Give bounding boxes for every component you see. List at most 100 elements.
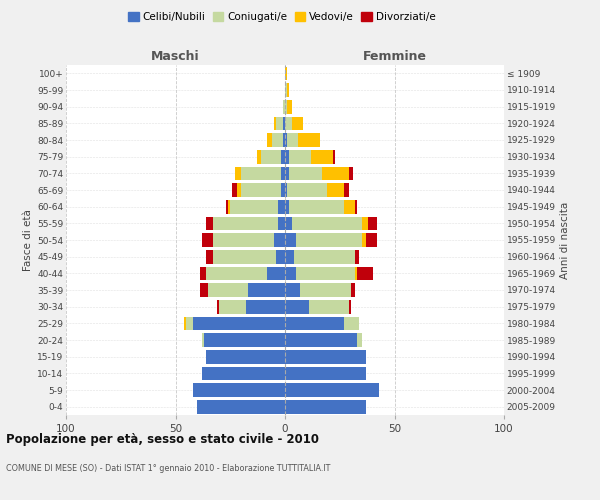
Bar xyxy=(202,233,213,247)
Bar xyxy=(289,150,311,164)
Bar xyxy=(296,266,355,280)
Bar xyxy=(268,266,285,280)
Bar xyxy=(206,250,213,264)
Bar xyxy=(285,350,366,364)
Bar xyxy=(285,266,296,280)
Bar xyxy=(285,166,289,180)
Bar xyxy=(344,316,359,330)
Bar xyxy=(287,133,298,147)
Bar xyxy=(281,150,285,164)
Bar xyxy=(283,116,285,130)
Bar xyxy=(326,183,344,197)
Bar xyxy=(285,366,366,380)
Bar xyxy=(309,300,349,314)
Bar xyxy=(344,200,355,213)
Text: Femmine: Femmine xyxy=(362,50,427,64)
Bar xyxy=(285,116,292,130)
Text: Maschi: Maschi xyxy=(151,50,200,64)
Bar xyxy=(285,283,301,297)
Bar xyxy=(268,133,272,147)
Bar xyxy=(213,216,278,230)
Bar xyxy=(283,100,285,114)
Bar xyxy=(241,166,281,180)
Bar xyxy=(278,200,285,213)
Bar xyxy=(289,166,322,180)
Bar xyxy=(366,233,377,247)
Bar xyxy=(213,233,274,247)
Bar xyxy=(193,383,285,397)
Bar xyxy=(355,250,359,264)
Bar xyxy=(368,216,377,230)
Bar xyxy=(197,400,285,413)
Bar xyxy=(206,350,285,364)
Bar xyxy=(285,333,357,347)
Bar xyxy=(278,216,285,230)
Bar xyxy=(274,116,276,130)
Bar xyxy=(285,83,287,97)
Bar xyxy=(274,233,285,247)
Bar xyxy=(200,283,208,297)
Bar xyxy=(285,133,287,147)
Bar xyxy=(241,183,281,197)
Bar xyxy=(344,183,349,197)
Bar xyxy=(351,283,355,297)
Bar xyxy=(276,116,283,130)
Bar xyxy=(357,266,373,280)
Bar xyxy=(248,283,285,297)
Bar xyxy=(220,300,245,314)
Bar xyxy=(311,150,333,164)
Text: Popolazione per età, sesso e stato civile - 2010: Popolazione per età, sesso e stato civil… xyxy=(6,432,319,446)
Bar xyxy=(283,133,285,147)
Bar xyxy=(285,100,287,114)
Bar xyxy=(200,266,206,280)
Y-axis label: Anni di nascita: Anni di nascita xyxy=(560,202,570,278)
Bar xyxy=(287,100,292,114)
Bar xyxy=(301,283,350,297)
Bar xyxy=(285,216,292,230)
Bar xyxy=(349,166,353,180)
Bar xyxy=(202,333,204,347)
Bar xyxy=(322,166,349,180)
Bar xyxy=(362,216,368,230)
Bar xyxy=(230,200,278,213)
Bar xyxy=(296,233,362,247)
Bar xyxy=(208,283,248,297)
Bar xyxy=(257,150,261,164)
Bar xyxy=(285,150,289,164)
Bar xyxy=(285,300,309,314)
Bar xyxy=(289,200,344,213)
Bar xyxy=(281,166,285,180)
Bar xyxy=(349,300,350,314)
Bar xyxy=(235,166,241,180)
Bar xyxy=(298,133,320,147)
Bar xyxy=(245,300,285,314)
Bar xyxy=(228,200,230,213)
Y-axis label: Fasce di età: Fasce di età xyxy=(23,209,33,271)
Bar xyxy=(204,333,285,347)
Bar xyxy=(237,183,241,197)
Bar xyxy=(206,266,268,280)
Bar xyxy=(357,333,362,347)
Bar xyxy=(226,200,228,213)
Bar xyxy=(261,150,281,164)
Bar xyxy=(285,183,287,197)
Bar xyxy=(287,83,289,97)
Bar xyxy=(285,400,366,413)
Bar xyxy=(187,316,193,330)
Bar xyxy=(287,183,326,197)
Bar xyxy=(276,250,285,264)
Bar xyxy=(217,300,220,314)
Bar xyxy=(206,216,213,230)
Bar xyxy=(281,183,285,197)
Bar xyxy=(285,66,287,80)
Bar xyxy=(362,233,366,247)
Bar xyxy=(333,150,335,164)
Bar xyxy=(292,116,302,130)
Bar xyxy=(232,183,237,197)
Bar xyxy=(285,383,379,397)
Bar xyxy=(292,216,362,230)
Bar xyxy=(213,250,276,264)
Bar xyxy=(285,200,289,213)
Bar xyxy=(355,200,357,213)
Bar xyxy=(294,250,355,264)
